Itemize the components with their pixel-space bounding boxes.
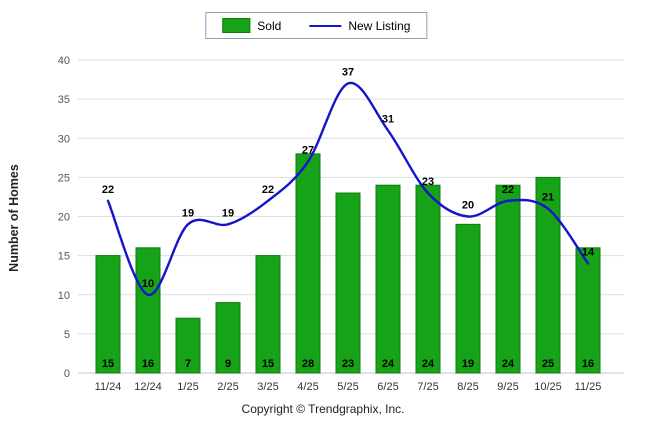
legend-item-new-listing: New Listing <box>309 19 410 33</box>
x-tick-label: 1/25 <box>177 381 198 393</box>
bars-layer <box>95 153 601 374</box>
line-layer <box>106 81 590 296</box>
bar-value-label: 15 <box>102 358 114 370</box>
x-tick-label: 10/25 <box>534 381 562 393</box>
bar-sold <box>215 302 241 374</box>
x-tick-label: 5/25 <box>337 381 358 393</box>
chart-legend: Sold New Listing <box>205 12 428 39</box>
y-tick-label: 40 <box>58 55 70 67</box>
bar-sold <box>415 184 441 374</box>
bar-sold <box>135 247 161 374</box>
bar-sold <box>295 153 321 374</box>
gridlines-layer: 0 5 10 15 20 25 30 35 40 11/24 12/24 1/25 2/25 3/25 4/… <box>58 55 624 393</box>
bar-value-label: 15 <box>262 358 274 370</box>
x-tick-label: 6/25 <box>377 381 398 393</box>
y-tick-label: 35 <box>58 94 70 106</box>
bar-value-label: 7 <box>185 358 191 370</box>
bar-value-label: 24 <box>422 358 435 370</box>
y-tick-label: 20 <box>58 212 70 224</box>
y-tick-label: 25 <box>58 172 70 184</box>
x-tick-label: 12/24 <box>134 381 162 393</box>
y-tick-label: 30 <box>58 133 70 145</box>
line-value-label: 37 <box>342 66 354 78</box>
legend-item-sold: Sold <box>222 18 281 33</box>
y-tick-label: 5 <box>64 329 70 341</box>
line-value-label: 19 <box>182 207 194 219</box>
line-value-label: 27 <box>302 145 314 157</box>
x-tick-label: 11/25 <box>575 381 602 393</box>
bar-value-label: 19 <box>462 358 474 370</box>
bar-sold <box>455 223 481 374</box>
line-value-label: 23 <box>422 176 434 188</box>
labels-layer: 15 16 7 9 15 28 23 24 24 19 24 25 16 22 10 19 19 22 27 37 31… <box>102 66 595 370</box>
bar-value-label: 9 <box>225 358 231 370</box>
bar-value-label: 23 <box>342 358 354 370</box>
x-tick-label: 11/24 <box>95 381 122 393</box>
bar-sold <box>575 247 601 374</box>
line-value-label: 31 <box>382 113 394 125</box>
line-value-label: 21 <box>542 192 554 204</box>
bar-sold <box>255 255 281 374</box>
y-tick-label: 0 <box>64 368 70 380</box>
chart-canvas: Number of Homes 0 5 10 15 20 25 30 35 40 11/24 12/… <box>7 55 624 393</box>
bar-sold <box>335 192 361 374</box>
y-tick-label: 15 <box>58 251 70 263</box>
bar-value-label: 25 <box>542 358 554 370</box>
bar-value-label: 28 <box>302 358 314 370</box>
bar-value-label: 24 <box>382 358 395 370</box>
bar-value-label: 24 <box>502 358 515 370</box>
x-tick-label: 4/25 <box>297 381 318 393</box>
y-axis-title: Number of Homes <box>7 164 21 272</box>
x-tick-label: 3/25 <box>257 381 278 393</box>
y-tick-label: 10 <box>58 290 70 302</box>
x-tick-label: 9/25 <box>497 381 518 393</box>
bar-sold <box>175 317 201 374</box>
x-tick-label: 2/25 <box>217 381 238 393</box>
legend-sold-label: Sold <box>257 18 282 33</box>
line-value-label: 22 <box>102 184 114 196</box>
bar-sold <box>375 184 401 374</box>
legend-new-listing-label: New Listing <box>348 18 411 33</box>
line-value-label: 14 <box>582 246 595 258</box>
bar-value-label: 16 <box>582 358 594 370</box>
bar-value-label: 16 <box>142 358 154 370</box>
new-listing-line <box>106 81 590 296</box>
line-value-label: 20 <box>462 200 474 212</box>
copyright-text: Copyright © Trendgraphix, Inc. <box>241 402 405 416</box>
bar-sold <box>495 184 521 374</box>
x-tick-label: 8/25 <box>457 381 478 393</box>
line-value-label: 22 <box>502 184 514 196</box>
line-value-label: 10 <box>142 278 154 290</box>
bar-sold <box>535 176 561 374</box>
line-value-label: 22 <box>262 184 274 196</box>
x-tick-label: 7/25 <box>417 381 438 393</box>
sold-swatch-icon <box>222 18 251 33</box>
line-value-label: 19 <box>222 207 234 219</box>
bar-sold <box>95 255 121 374</box>
new-listing-line-icon <box>309 24 342 27</box>
